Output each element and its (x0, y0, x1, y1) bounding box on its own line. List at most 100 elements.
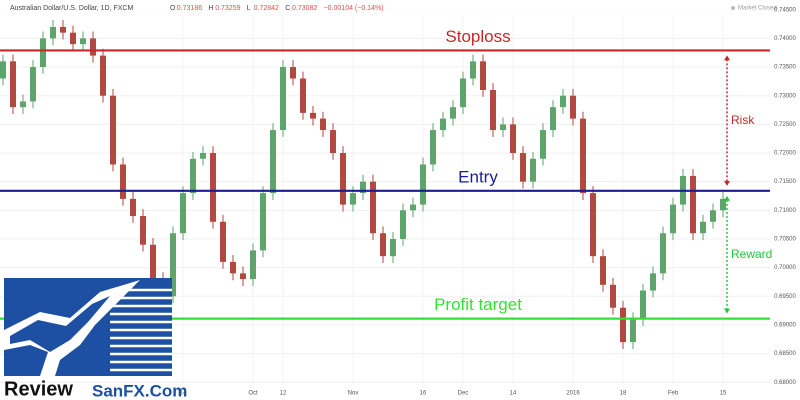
candle-body (210, 153, 216, 222)
x-tick-label: 12 (280, 391, 287, 397)
candle-body (410, 204, 416, 211)
candle-body (270, 130, 276, 194)
x-tick-label: Oct (248, 391, 258, 397)
header-value: 0.73186 (177, 5, 202, 12)
candle-body (700, 221, 706, 234)
x-tick-label: 14 (510, 391, 517, 397)
plot-area (0, 9, 770, 385)
measure-label: Reward (731, 247, 772, 261)
status-dot (731, 6, 735, 10)
candle-body (660, 233, 666, 274)
candle-body (170, 233, 176, 297)
header-value: −0.00104 (−0.14%) (324, 5, 384, 12)
candle-body (180, 193, 186, 234)
candle-body (200, 153, 206, 159)
candle-body (130, 198, 136, 217)
logo-bull-inner (10, 296, 110, 352)
header-value: 0.73259 (215, 5, 240, 12)
candle-body (530, 158, 536, 182)
candle-body (240, 273, 246, 280)
candle-body (10, 61, 16, 108)
candle-body (60, 26, 66, 33)
header-key: C (285, 5, 290, 12)
candle-body (480, 61, 486, 90)
candle-body (720, 198, 726, 211)
candle-body (40, 38, 46, 68)
x-tick-label: 2016 (566, 391, 580, 397)
y-tick-label: 0.72000 (774, 151, 796, 157)
candle-body (570, 95, 576, 119)
y-tick-label: 0.74000 (774, 36, 796, 42)
x-tick-label: 16 (420, 391, 427, 397)
level-label: Stoploss (445, 27, 510, 46)
candle-body (690, 175, 696, 234)
measure-label: Risk (731, 113, 755, 127)
logo-site: SanFX.Com (92, 381, 187, 400)
candle-body (460, 78, 466, 108)
candle-body (710, 210, 716, 222)
y-tick-label: 0.68000 (774, 380, 796, 386)
candle-body (260, 193, 266, 251)
candle-body (390, 238, 396, 257)
header-key: O (170, 5, 176, 12)
candle-body (420, 164, 426, 205)
x-tick-label: Nov (348, 391, 359, 397)
market-status: Market Closed (738, 6, 777, 12)
y-tick-label: 0.69500 (774, 294, 796, 300)
y-tick-label: 0.72500 (774, 122, 796, 128)
header-value: 0.72842 (254, 5, 279, 12)
y-tick-label: 0.68500 (774, 351, 796, 357)
candle-body (220, 221, 226, 262)
candle-body (590, 193, 596, 257)
candle-body (650, 273, 656, 291)
y-tick-label: 0.74500 (774, 7, 796, 13)
candle-body (550, 107, 556, 131)
candle-body (370, 181, 376, 234)
candle-body (280, 67, 286, 131)
candle-body (560, 95, 566, 108)
header-values: O 0.73186 H 0.73259 L 0.72842 C 0.73082 −0.00104… (170, 5, 384, 12)
candle-body (150, 244, 156, 280)
candle-body (620, 307, 626, 343)
x-tick-label: Feb (668, 391, 679, 397)
header-key: H (208, 5, 213, 12)
candle-body (80, 38, 86, 45)
candle-body (70, 32, 76, 45)
candle-body (0, 61, 6, 79)
y-tick-label: 0.73500 (774, 65, 796, 71)
candle-body (670, 204, 676, 234)
arrow-head (724, 55, 730, 61)
y-tick-label: 0.69000 (774, 323, 796, 329)
candle-body (230, 261, 236, 274)
candle-body (340, 153, 346, 205)
candle-body (110, 95, 116, 165)
candle-body (330, 130, 336, 154)
candle-body (440, 118, 446, 131)
candle-body (120, 164, 126, 199)
header-value: 0.73082 (292, 5, 317, 12)
candle-body (320, 118, 326, 131)
logo (4, 278, 172, 376)
x-tick-label: 15 (720, 391, 727, 397)
candle-body (600, 256, 606, 285)
candle-body (30, 67, 36, 102)
x-tick-label: Dec (458, 391, 469, 397)
x-tick-label: 18 (620, 391, 627, 397)
candle-body (100, 55, 106, 96)
candle-body (580, 118, 586, 194)
candle-body (190, 158, 196, 194)
candle-body (510, 124, 516, 154)
arrow-head (724, 195, 730, 201)
candle-body (490, 89, 496, 131)
candle-body (290, 67, 296, 79)
logo-stripes (110, 288, 172, 372)
candle-body (520, 153, 526, 182)
header-bg (0, 0, 770, 16)
candle-body (50, 26, 56, 39)
candle-body (140, 216, 146, 245)
candle-body (470, 61, 476, 79)
candle-body (380, 233, 386, 257)
level-label: Profit target (434, 295, 522, 314)
candle-body (500, 124, 506, 131)
candle-body (20, 101, 26, 108)
